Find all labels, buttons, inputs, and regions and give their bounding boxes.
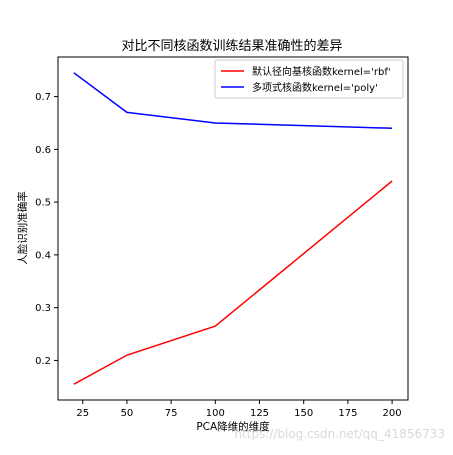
- x-tick-label: 25: [76, 408, 89, 419]
- chart-title: 对比不同核函数训练结果准确性的差异: [121, 38, 342, 54]
- y-tick-label: 0.7: [35, 92, 51, 103]
- watermark-text: https://blog.csdn.net/qq_41856733: [234, 427, 445, 441]
- x-axis-label: PCA降维的维度: [196, 420, 270, 433]
- y-tick-label: 0.3: [35, 303, 51, 314]
- y-tick-label: 0.2: [35, 356, 51, 367]
- legend-label-1: 默认径向基核函数kernel='rbf': [252, 65, 391, 78]
- y-tick-label: 0.4: [35, 250, 51, 261]
- x-tick-label: 125: [250, 408, 269, 419]
- x-tick-label: 50: [121, 408, 134, 419]
- y-tick-label: 0.6: [35, 145, 51, 156]
- x-axis-ticks: 25 50 75 100 125 150 175 200: [76, 400, 402, 419]
- series-line-1: [73, 180, 393, 385]
- x-tick-label: 150: [294, 408, 313, 419]
- x-tick-label: 100: [206, 408, 225, 419]
- y-axis-ticks: 0.2 0.3 0.4 0.5 0.6 0.7: [35, 92, 58, 367]
- y-axis-label: 人脸识别准确率: [16, 191, 29, 265]
- x-tick-label: 200: [383, 408, 402, 419]
- x-tick-label: 175: [338, 408, 357, 419]
- legend: 默认径向基核函数kernel='rbf' 多项式核函数kernel='poly': [214, 59, 404, 99]
- legend-box: [214, 59, 404, 99]
- legend-label-2: 多项式核函数kernel='poly': [252, 81, 378, 94]
- y-tick-label: 0.5: [35, 198, 51, 209]
- x-tick-label: 75: [165, 408, 178, 419]
- series-lines: [73, 72, 393, 385]
- series-line-2: [73, 72, 393, 129]
- plot-area-frame: [57, 56, 409, 401]
